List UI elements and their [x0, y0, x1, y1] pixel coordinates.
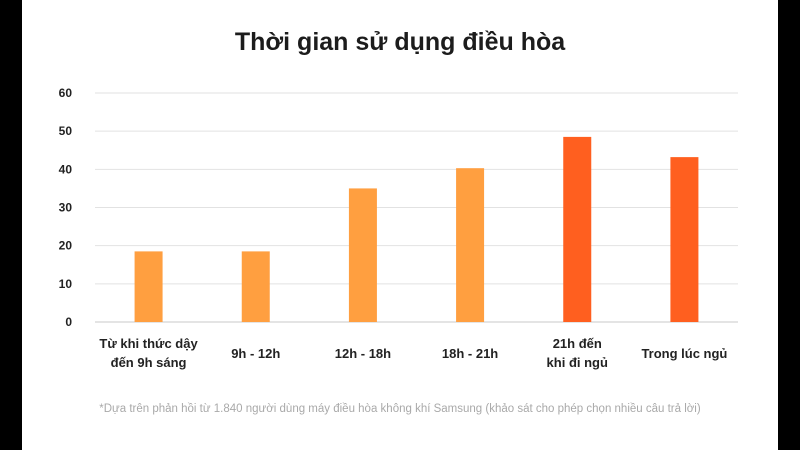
bar — [563, 136, 592, 322]
x-tick-label: 18h - 21h — [442, 346, 498, 361]
y-tick-label: 60 — [59, 86, 73, 100]
x-tick-label: 9h - 12h — [231, 346, 280, 361]
gridlines — [95, 92, 738, 323]
y-tick-label: 20 — [59, 239, 73, 253]
bar — [241, 251, 270, 322]
bar — [134, 251, 163, 322]
y-tick-label: 40 — [59, 162, 73, 176]
y-axis: 0 10 20 30 40 50 60 — [59, 86, 73, 329]
bar — [348, 188, 377, 322]
bar — [456, 168, 485, 322]
y-tick-label: 10 — [59, 277, 73, 291]
chart-title: Thời gian sử dụng điều hòa — [234, 28, 566, 56]
chart-frame: Thời gian sử dụng điều hòa 0 10 20 30 40 50 60… — [22, 0, 778, 450]
bar — [670, 157, 699, 322]
footnote: *Dựa trên phản hồi từ 1.840 người dùng m… — [99, 403, 701, 415]
y-tick-label: 0 — [65, 315, 72, 329]
x-tick-label: 12h - 18h — [335, 346, 391, 361]
x-tick-label: Từ khi thức dậy — [99, 336, 198, 351]
x-tick-label: khi đi ngủ — [547, 355, 608, 370]
x-tick-label: Trong lúc ngủ — [641, 346, 727, 361]
x-tick-label: 21h đến — [553, 336, 602, 351]
x-tick-label: đến 9h sáng — [111, 355, 187, 370]
y-tick-label: 50 — [59, 124, 73, 138]
bars — [134, 136, 699, 322]
bar-chart: 0 10 20 30 40 50 60 Từ khi thức dậy đến 9h sáng… — [59, 86, 738, 370]
x-axis: Từ khi thức dậy đến 9h sáng 9h - 12h 12h - … — [99, 336, 727, 370]
y-tick-label: 30 — [59, 201, 73, 215]
